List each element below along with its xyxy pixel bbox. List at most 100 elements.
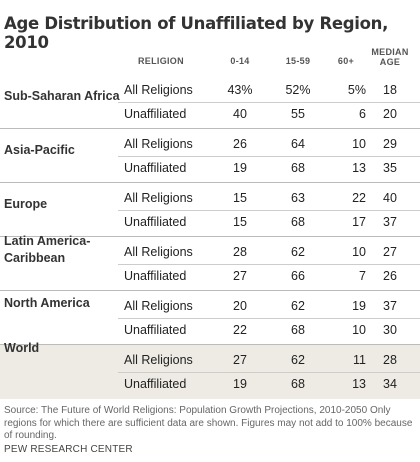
age-15-59-cell: 62 <box>291 245 305 259</box>
row-divider <box>118 318 420 319</box>
religion-cell: Unaffiliated <box>124 269 187 283</box>
table-row: Unaffiliated 19 68 13 34 <box>118 372 420 396</box>
age-60-plus-cell: 11 <box>353 353 366 367</box>
religion-cell: Unaffiliated <box>124 161 187 175</box>
region-group: Sub-Saharan Africa All Religions 43% 52% 5% 1… <box>0 75 420 129</box>
age-0-14-cell: 27 <box>233 353 247 367</box>
religion-cell: All Religions <box>124 245 193 259</box>
age-60-plus-cell: 7 <box>359 269 366 283</box>
median-age-cell: 37 <box>383 299 397 313</box>
region-name-line1: Latin America- <box>4 234 91 248</box>
credit-line: PEW RESEARCH CENTER <box>4 444 133 455</box>
region-name-line1: Asia-Pacific <box>4 143 75 157</box>
age-0-14-cell: 19 <box>233 161 247 175</box>
religion-cell: Unaffiliated <box>124 377 187 391</box>
region-divider <box>0 290 420 291</box>
age-0-14-cell: 15 <box>233 191 247 205</box>
region-group: Asia-Pacific All Religions 26 64 10 29 Unaffil… <box>0 129 420 183</box>
religion-cell: All Religions <box>124 353 193 367</box>
religion-cell: All Religions <box>124 137 193 151</box>
median-age-cell: 35 <box>383 161 397 175</box>
table-row: All Religions 27 62 11 28 <box>118 348 420 372</box>
age-60-plus-cell: 10 <box>352 245 366 259</box>
median-age-cell: 20 <box>383 107 397 121</box>
age-60-plus-cell: 22 <box>352 191 366 205</box>
age-0-14-cell: 15 <box>233 215 247 229</box>
age-15-59-cell: 68 <box>291 323 305 337</box>
region-name: Asia-Pacific <box>4 142 75 159</box>
region-name-line1: North America <box>4 296 90 310</box>
median-age-cell: 26 <box>383 269 397 283</box>
region-divider <box>0 236 420 237</box>
page-title: Age Distribution of Unaffiliated by Regi… <box>4 14 389 52</box>
religion-cell: Unaffiliated <box>124 323 187 337</box>
age-15-59-cell: 52% <box>285 83 311 97</box>
column-header-age-15-59: 15-59 <box>285 56 311 66</box>
row-divider <box>118 210 420 211</box>
region-group: Europe All Religions 15 63 22 40 Unaffiliated 1… <box>0 183 420 237</box>
region-name: North America <box>4 295 90 312</box>
region-divider <box>0 128 420 129</box>
religion-cell: All Religions <box>124 83 193 97</box>
table-row: All Religions 20 62 19 37 <box>118 294 420 318</box>
age-0-14-cell: 40 <box>233 107 247 121</box>
table-row: Unaffiliated 40 55 6 20 <box>118 102 420 126</box>
median-age-cell: 28 <box>383 353 397 367</box>
median-age-cell: 34 <box>383 377 397 391</box>
column-header-age-60-plus: 60+ <box>337 56 355 66</box>
age-60-plus-cell: 17 <box>352 215 366 229</box>
age-60-plus-cell: 5% <box>347 83 366 97</box>
age-0-14-cell: 19 <box>233 377 247 391</box>
table-row: All Religions 26 64 10 29 <box>118 132 420 156</box>
religion-cell: All Religions <box>124 299 193 313</box>
row-divider <box>118 264 420 265</box>
region-group: World All Religions 27 62 11 28 Unaffiliated 19… <box>0 341 420 399</box>
region-name: Europe <box>4 196 47 213</box>
median-age-cell: 30 <box>383 323 397 337</box>
table-row: All Religions 15 63 22 40 <box>118 186 420 210</box>
table-row: Unaffiliated 15 68 17 37 <box>118 210 420 234</box>
median-age-cell: 27 <box>383 245 397 259</box>
region-group: North America All Religions 20 62 19 37 Unaffi… <box>0 291 420 345</box>
table-row: Unaffiliated 27 66 7 26 <box>118 264 420 288</box>
region-name-line2: Caribbean <box>4 251 66 265</box>
age-60-plus-cell: 10 <box>352 323 366 337</box>
region-name-line1: Europe <box>4 197 48 211</box>
religion-cell: Unaffiliated <box>124 107 187 121</box>
age-15-59-cell: 55 <box>291 107 305 121</box>
median-header-line2: AGE <box>379 57 401 67</box>
age-0-14-cell: 27 <box>233 269 247 283</box>
age-15-59-cell: 63 <box>291 191 305 205</box>
religion-cell: All Religions <box>124 191 193 205</box>
median-age-cell: 40 <box>383 191 397 205</box>
age-0-14-cell: 43% <box>227 83 253 97</box>
median-header-line1: MEDIAN <box>371 47 409 57</box>
median-age-cell: 37 <box>383 215 397 229</box>
age-0-14-cell: 26 <box>233 137 247 151</box>
age-15-59-cell: 68 <box>291 161 305 175</box>
region-name: World <box>4 340 39 357</box>
age-60-plus-cell: 19 <box>352 299 366 313</box>
row-divider <box>118 372 420 373</box>
religion-cell: Unaffiliated <box>124 215 187 229</box>
table-row: Unaffiliated 22 68 10 30 <box>118 318 420 342</box>
age-60-plus-cell: 13 <box>352 377 366 391</box>
source-note: Source: The Future of World Religions: P… <box>4 405 413 441</box>
region-divider <box>0 182 420 183</box>
median-age-cell: 29 <box>383 137 397 151</box>
age-0-14-cell: 20 <box>233 299 247 313</box>
table-row: Unaffiliated 19 68 13 35 <box>118 156 420 180</box>
age-15-59-cell: 66 <box>291 269 305 283</box>
region-group: Latin America- Caribbean All Religions 28 62… <box>0 234 420 291</box>
row-divider <box>118 156 420 157</box>
region-name-line1: World <box>4 341 40 355</box>
table-row: All Religions 43% 52% 5% 18 <box>118 78 420 102</box>
region-name-line1: Sub-Saharan Africa <box>4 89 120 103</box>
age-60-plus-cell: 10 <box>352 137 366 151</box>
age-15-59-cell: 68 <box>291 377 305 391</box>
column-header-age-0-14: 0-14 <box>230 56 250 66</box>
age-15-59-cell: 68 <box>291 215 305 229</box>
age-15-59-cell: 62 <box>291 299 305 313</box>
table-row: All Religions 28 62 10 27 <box>118 240 420 264</box>
region-name: Latin America- Caribbean <box>4 233 90 267</box>
